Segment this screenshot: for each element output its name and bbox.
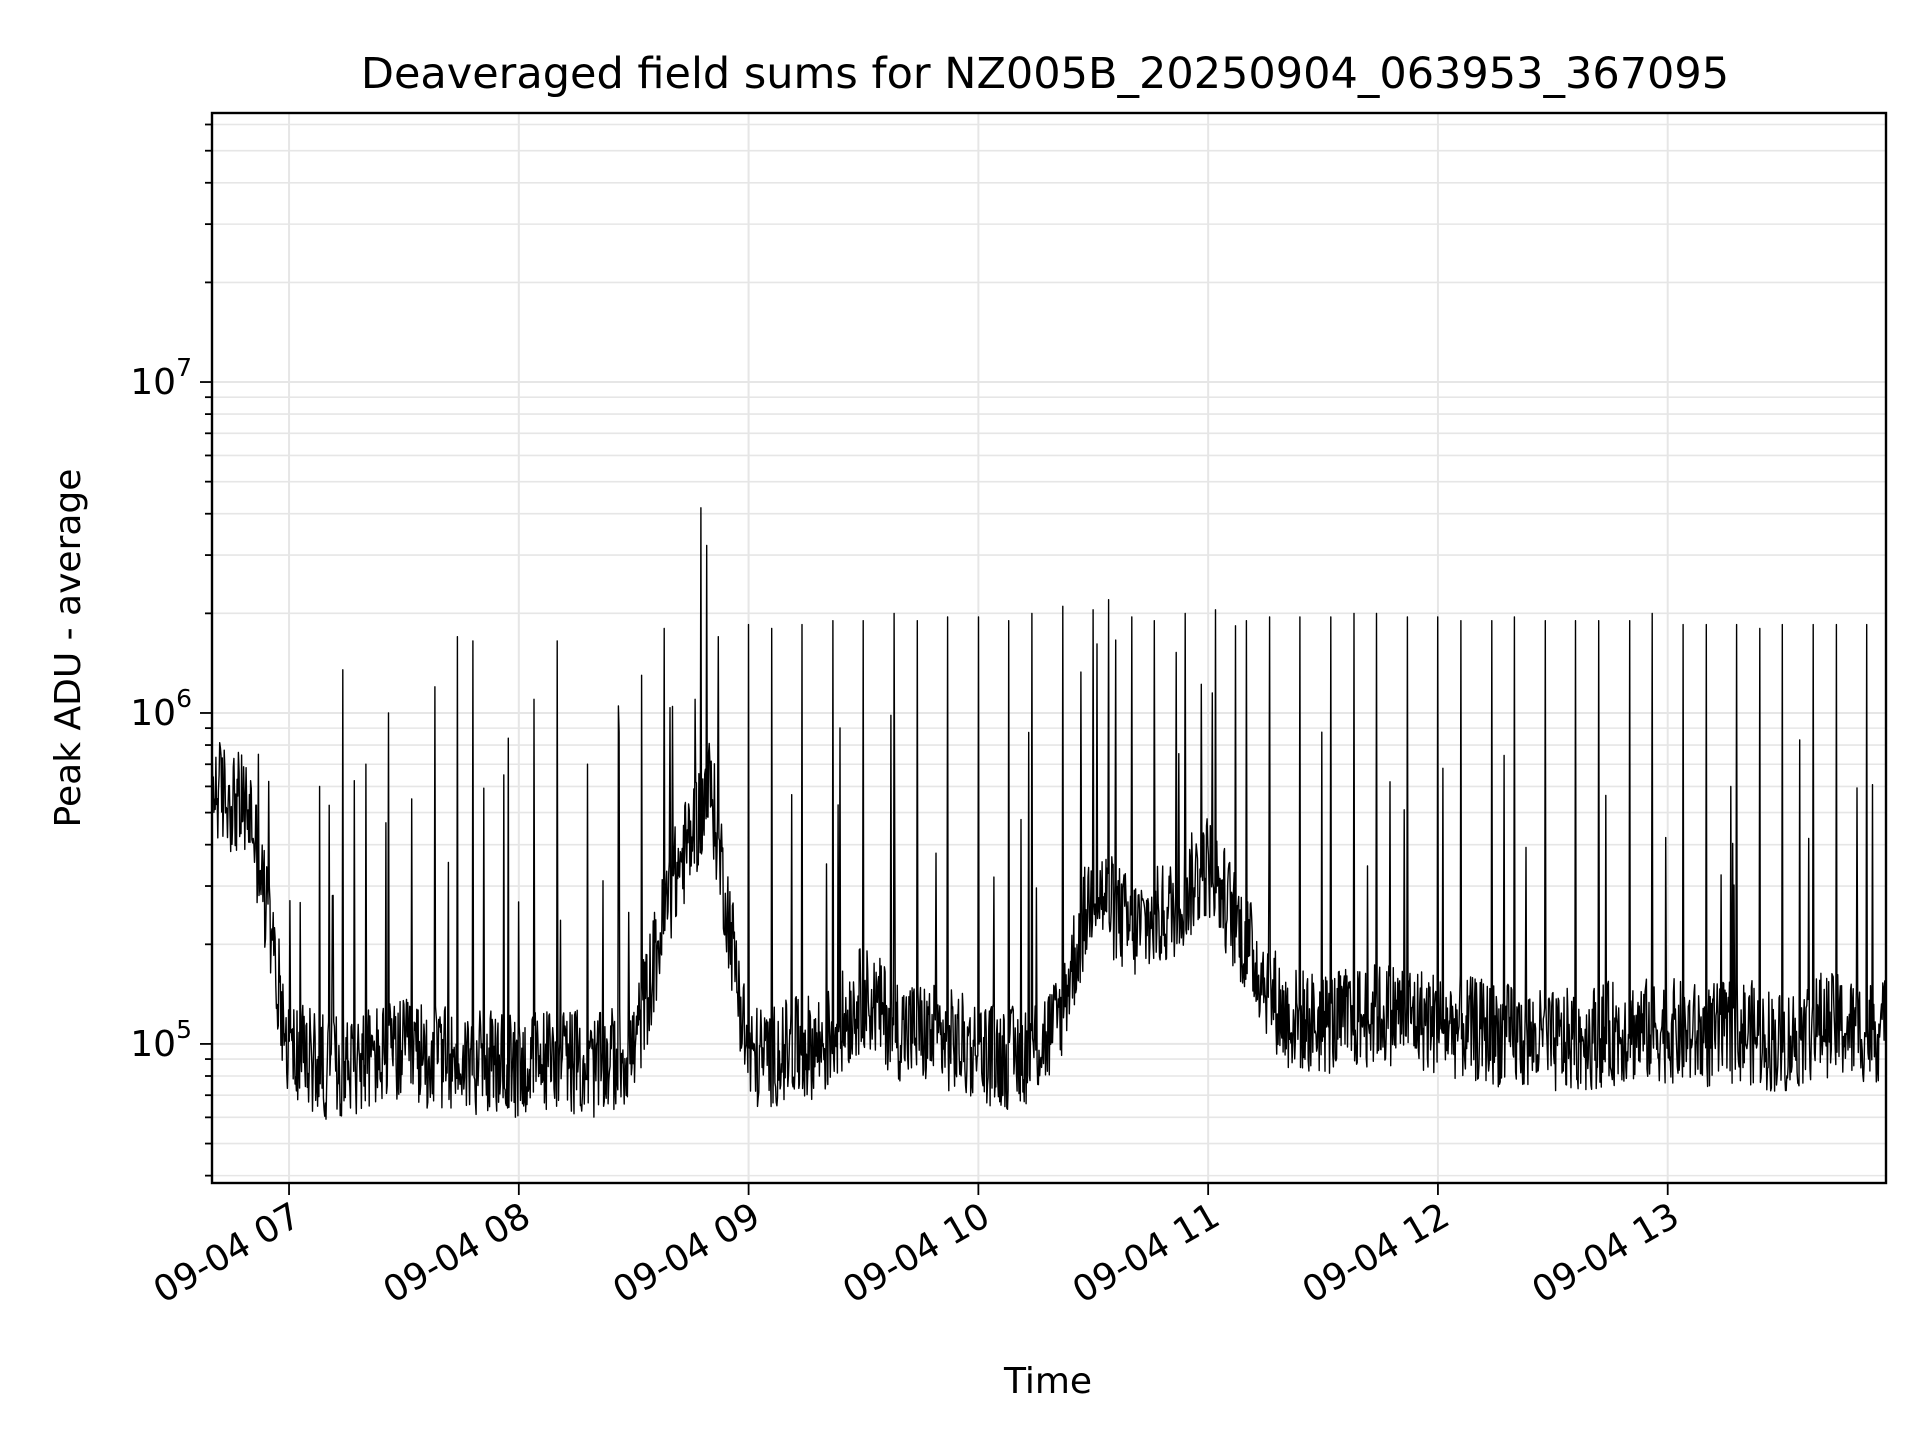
chart-title: Deaveraged field sums for NZ005B_2025090… xyxy=(361,49,1729,99)
y-tick-label: 107 xyxy=(130,353,192,403)
y-tick-base: 10 xyxy=(130,693,176,734)
y-tick-exponent: 7 xyxy=(176,353,192,382)
y-tick-label: 106 xyxy=(130,684,192,734)
series-line-layer xyxy=(211,507,1887,1120)
plot-frame xyxy=(210,111,1888,1185)
grid xyxy=(212,113,1886,1183)
y-tick-label: 105 xyxy=(130,1015,192,1065)
y-tick-base: 10 xyxy=(130,362,176,403)
x-axis-label: Time xyxy=(1003,1361,1092,1402)
y-tick-exponent: 5 xyxy=(176,1015,192,1044)
y-tick-exponent: 6 xyxy=(176,684,192,713)
y-axis-label: Peak ADU - average xyxy=(48,469,89,828)
y-tick-base: 10 xyxy=(130,1024,176,1065)
series-line xyxy=(211,507,1887,1120)
